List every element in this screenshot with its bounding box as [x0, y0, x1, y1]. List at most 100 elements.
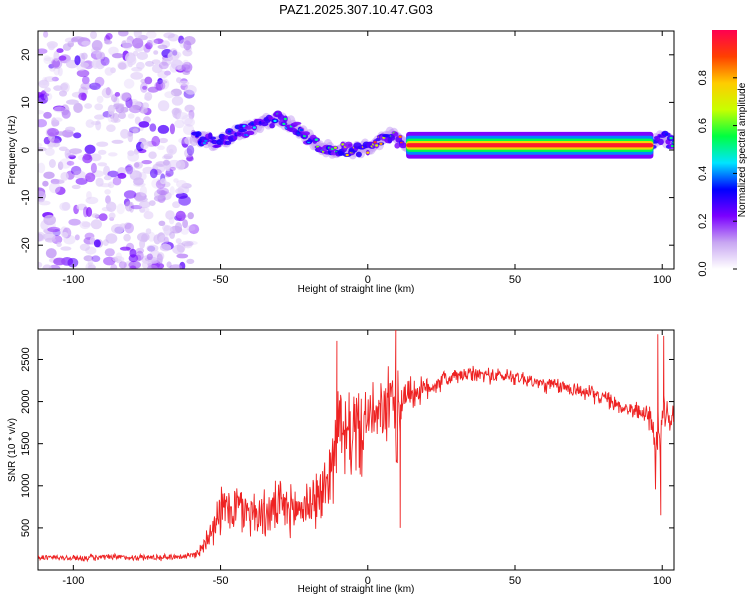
ridge-core — [252, 126, 256, 129]
noise-blob — [142, 85, 148, 90]
snr-y-tick-label: 1500 — [20, 431, 32, 455]
noise-blob — [76, 69, 90, 78]
noise-blob — [38, 162, 46, 174]
noise-blob — [79, 243, 90, 251]
noise-blob — [56, 48, 64, 53]
noise-blob — [124, 201, 133, 212]
noise-blob — [48, 159, 56, 168]
noise-blob — [110, 263, 118, 269]
ridge-band — [406, 143, 654, 148]
ridge-core — [398, 135, 402, 138]
noise-blob — [111, 53, 124, 59]
noise-blob — [89, 82, 101, 91]
noise-blob — [183, 241, 193, 249]
noise-blob — [72, 170, 86, 179]
noise-blob — [95, 177, 104, 187]
noise-blob — [38, 233, 44, 242]
noise-blob — [157, 80, 168, 84]
noise-blob — [133, 177, 144, 186]
noise-blob — [104, 40, 113, 45]
snr-y-tick-label: 1000 — [20, 474, 32, 498]
noise-blob — [85, 119, 95, 128]
spectrogram-y-tick-label: 0 — [20, 147, 32, 153]
noise-blob — [186, 258, 195, 264]
noise-blob — [49, 182, 61, 194]
noise-blob — [146, 244, 159, 252]
noise-blob — [38, 142, 43, 148]
noise-blob — [57, 67, 63, 77]
noise-blob — [175, 210, 186, 222]
snr-y-tick-label: 2000 — [20, 389, 32, 413]
noise-blob — [170, 88, 182, 97]
noise-blob — [188, 109, 195, 120]
noise-blob — [116, 203, 125, 215]
noise-blob — [184, 84, 197, 95]
ridge-blob — [213, 144, 222, 148]
noise-blob — [119, 92, 131, 102]
noise-blob — [181, 240, 194, 247]
noise-blob — [164, 70, 171, 76]
noise-blob — [159, 243, 172, 252]
noise-blob — [149, 168, 158, 179]
noise-blob — [60, 172, 69, 181]
noise-blob — [176, 180, 187, 189]
noise-blob — [144, 76, 153, 85]
noise-blob — [42, 180, 49, 187]
noise-blob — [44, 87, 51, 93]
noise-blob — [87, 256, 94, 267]
noise-blob — [125, 97, 133, 109]
noise-blob — [83, 206, 89, 218]
noise-blob — [182, 49, 193, 57]
noise-blob — [38, 261, 43, 268]
noise-blob — [85, 246, 97, 255]
spectrogram-y-ticks: -20 -10 0 10 20 — [20, 49, 674, 253]
noise-blob — [110, 118, 121, 123]
noise-blob — [153, 234, 162, 245]
noise-blob — [128, 254, 139, 263]
colorbar-ticks: 0.0 0.2 0.4 0.6 0.8 — [697, 70, 737, 277]
ridge-core — [314, 138, 318, 141]
ridge-blob — [269, 123, 275, 129]
noise-blob — [95, 51, 106, 60]
noise-blob — [181, 64, 191, 70]
noise-blob — [76, 203, 87, 211]
spectrogram-x-tick-label: 0 — [365, 274, 371, 286]
noise-blob — [147, 86, 159, 93]
noise-blob — [53, 257, 66, 266]
ridge-core — [238, 132, 242, 135]
noise-blob — [82, 76, 90, 85]
noise-blob — [123, 190, 137, 199]
noise-blob — [138, 121, 150, 128]
noise-blob — [174, 119, 185, 129]
ridge-blob — [224, 140, 232, 145]
noise-blob — [104, 189, 111, 195]
spectrogram-marks — [38, 31, 674, 269]
snr-x-tick-label: 100 — [653, 575, 671, 587]
noise-blob — [90, 31, 97, 39]
noise-blob — [104, 248, 115, 257]
noise-blob — [133, 161, 143, 169]
noise-blob — [45, 248, 57, 259]
snr-x-tick-label: -100 — [62, 575, 84, 587]
noise-blob — [120, 128, 130, 139]
noise-blob — [118, 111, 126, 119]
noise-blob — [133, 31, 142, 39]
noise-blob — [43, 171, 55, 179]
noise-blob — [163, 32, 175, 39]
noise-blob — [44, 76, 56, 82]
noise-blob — [153, 50, 159, 55]
noise-blob — [53, 106, 66, 113]
noise-blob — [163, 153, 173, 160]
noise-blob — [149, 123, 157, 132]
noise-blob — [66, 160, 75, 166]
noise-blob — [141, 160, 152, 165]
noise-blob — [52, 59, 61, 68]
ridge-blob — [393, 132, 399, 137]
spectrogram-y-tick-label: -10 — [20, 190, 32, 206]
colorbar-gradient — [712, 30, 737, 269]
ridge-core — [273, 119, 277, 123]
noise-blob — [114, 92, 121, 97]
ridge-blob — [277, 113, 285, 121]
noise-blob — [90, 153, 102, 162]
noise-blob — [91, 40, 103, 51]
